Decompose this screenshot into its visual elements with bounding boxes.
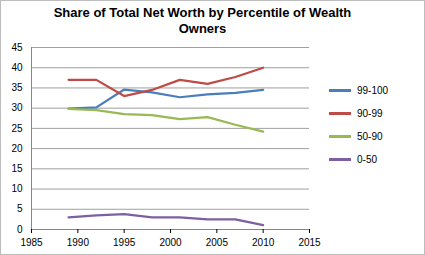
svg-text:1990: 1990 <box>67 237 90 248</box>
svg-text:25: 25 <box>11 123 23 134</box>
svg-text:35: 35 <box>11 82 23 93</box>
svg-text:2005: 2005 <box>206 237 229 248</box>
html-text:Share of Total Net Worth by Pe: Share of Total Net Worth by Percentile o… <box>53 5 352 36</box>
svg-text:2015: 2015 <box>298 237 321 248</box>
svg-text:2010: 2010 <box>252 237 275 248</box>
svg-text:2000: 2000 <box>159 237 182 248</box>
svg-text:45: 45 <box>11 42 23 53</box>
svg-text:20: 20 <box>11 143 23 154</box>
svg-text:1995: 1995 <box>113 237 136 248</box>
svg-text:5: 5 <box>17 203 23 214</box>
svg-text:0: 0 <box>17 224 23 235</box>
html-text:50-90: 50-90 <box>357 131 383 142</box>
svg-text:1985: 1985 <box>20 237 43 248</box>
html-text:90-99: 90-99 <box>357 108 383 119</box>
svg-text:30: 30 <box>11 102 23 113</box>
html-text:99-100: 99-100 <box>357 85 389 96</box>
svg-text:15: 15 <box>11 163 23 174</box>
svg-text:40: 40 <box>11 62 23 73</box>
html-text:0-50: 0-50 <box>357 154 377 165</box>
svg-text:10: 10 <box>11 183 23 194</box>
